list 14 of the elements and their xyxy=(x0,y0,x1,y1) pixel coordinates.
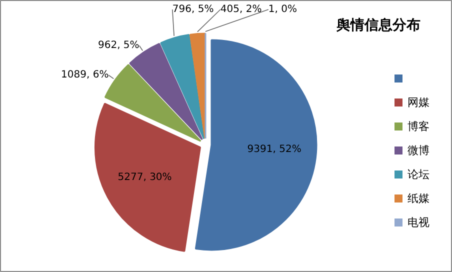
data-label: 796, 5% xyxy=(172,4,214,15)
data-label: 962, 5% xyxy=(98,40,140,52)
data-label: 1089, 6% xyxy=(61,70,109,81)
text: 舆情信息分布 xyxy=(336,18,420,34)
legend-label: 微博 xyxy=(408,144,430,157)
legend-label: 网媒 xyxy=(408,96,430,109)
legend-label: 纸媒 xyxy=(408,192,430,205)
legend-label: 论坛 xyxy=(408,168,430,181)
legend-label: 电视 xyxy=(408,216,430,229)
data-label: 1, 0% xyxy=(268,4,297,15)
data-label: 5277, 30% xyxy=(118,172,172,183)
legend-label: 博客 xyxy=(408,120,430,133)
data-label: 405, 2% xyxy=(220,4,262,15)
data-label: 9391, 52% xyxy=(247,144,302,156)
